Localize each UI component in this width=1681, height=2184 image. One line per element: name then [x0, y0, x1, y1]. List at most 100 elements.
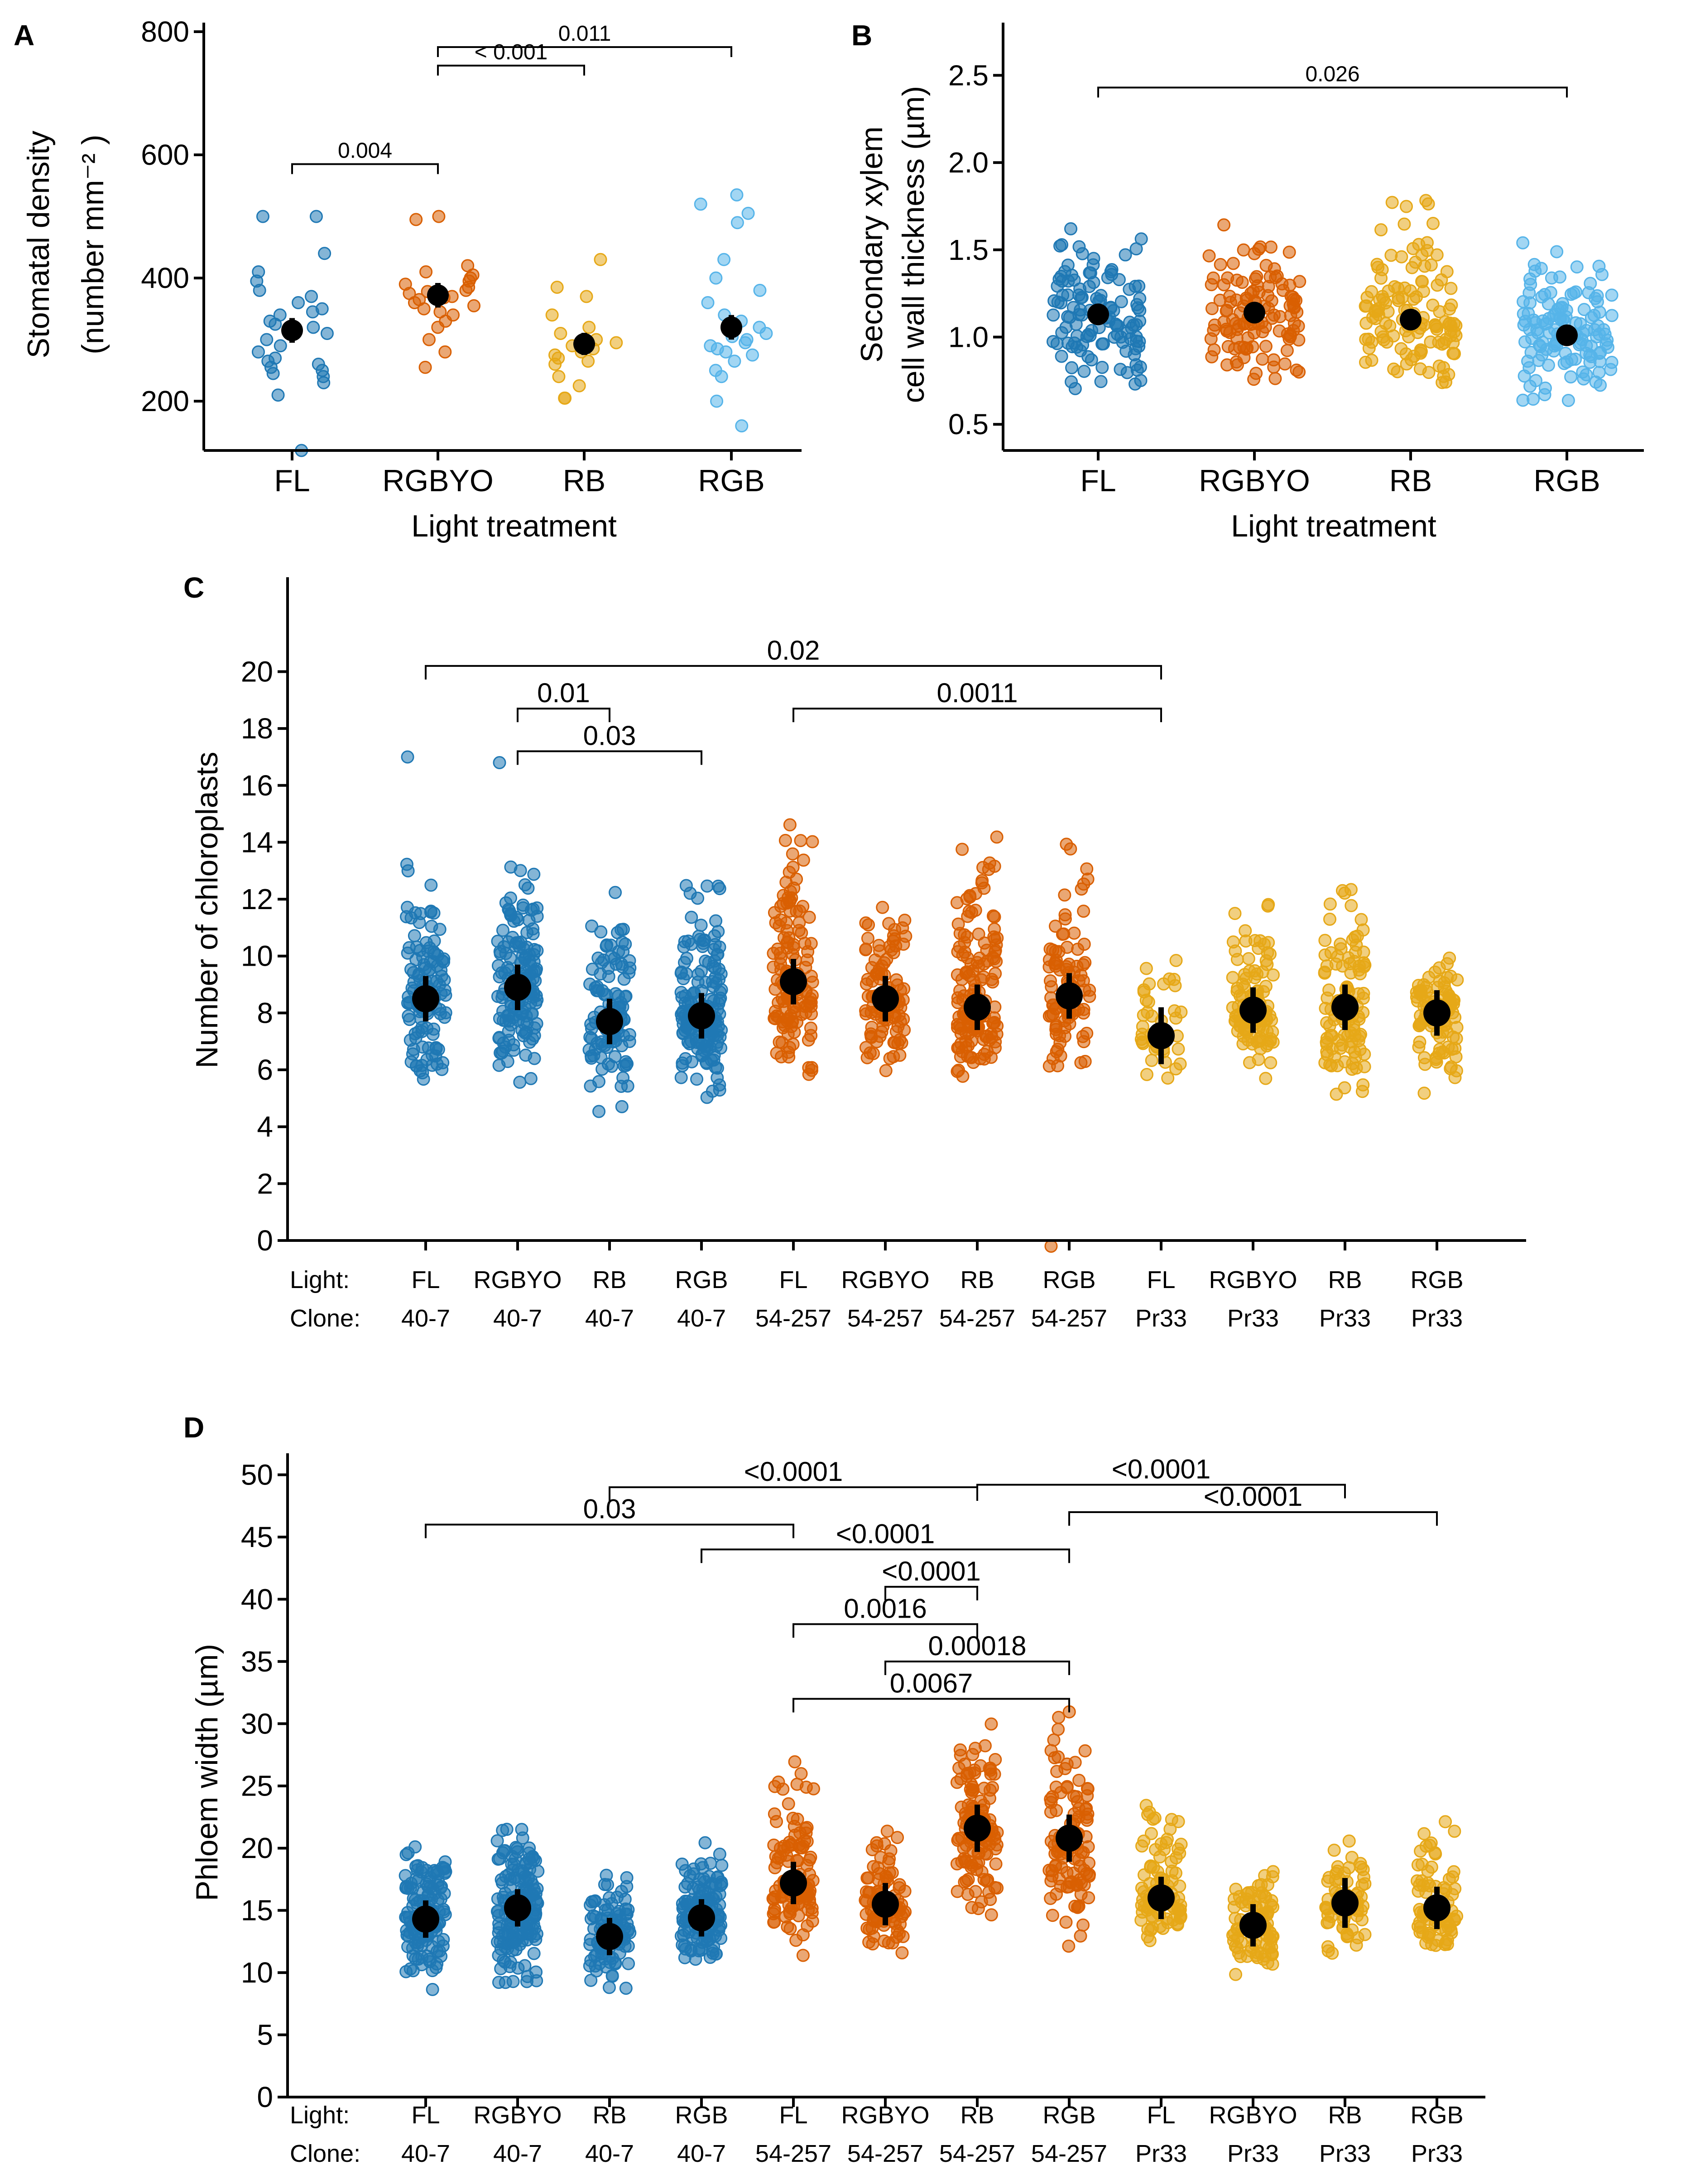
data-point — [1252, 1035, 1265, 1048]
data-point — [956, 843, 969, 856]
data-point — [956, 1069, 970, 1083]
data-point — [778, 833, 792, 847]
data-point — [1439, 375, 1452, 389]
y-tick-label: 400 — [141, 262, 189, 294]
data-point — [787, 881, 801, 895]
mean-marker — [872, 985, 899, 1012]
data-point — [1048, 1847, 1062, 1861]
data-point — [1260, 1025, 1274, 1038]
data-point — [1205, 278, 1218, 292]
data-point — [1055, 350, 1068, 363]
data-point — [1567, 287, 1580, 300]
x-tick-label-clone: 54-257 — [1031, 1305, 1107, 1332]
data-point — [491, 934, 504, 948]
data-point — [1070, 1790, 1083, 1804]
y-tick-label: 12 — [241, 883, 273, 915]
data-point — [859, 1004, 873, 1018]
data-point — [694, 919, 708, 932]
data-point — [1516, 393, 1530, 407]
data-point — [1529, 316, 1542, 330]
data-point — [715, 370, 728, 383]
data-point — [422, 333, 436, 346]
significance-bracket — [517, 750, 702, 765]
data-point — [521, 1970, 534, 1983]
data-point — [1220, 322, 1233, 336]
data-point — [1230, 273, 1244, 287]
significance-label: 0.0011 — [937, 678, 1018, 708]
data-point — [545, 308, 559, 322]
data-point — [772, 1775, 785, 1789]
data-point — [1360, 291, 1374, 304]
data-point — [950, 1857, 964, 1871]
y-tick-label: 10 — [241, 940, 273, 972]
data-point — [788, 1755, 802, 1769]
data-point-outlier — [493, 756, 506, 770]
data-point — [1358, 1060, 1371, 1073]
x-tick-label-clone: Pr33 — [1411, 1305, 1463, 1332]
data-point — [415, 1020, 429, 1034]
data-point — [1321, 1940, 1335, 1954]
data-point — [1252, 1879, 1265, 1892]
data-point — [1399, 200, 1413, 213]
data-point — [1564, 370, 1578, 383]
mean-marker — [1239, 996, 1267, 1024]
data-point — [739, 336, 752, 350]
data-point — [1049, 920, 1062, 933]
data-point — [783, 1835, 796, 1849]
data-point — [572, 379, 586, 393]
y-tick-label: 20 — [241, 655, 273, 688]
data-point — [1167, 1913, 1180, 1927]
data-point — [434, 1881, 447, 1895]
data-point — [433, 978, 447, 992]
significance-label: <0.0001 — [882, 1556, 981, 1586]
data-point — [1278, 357, 1292, 371]
data-point — [1044, 1892, 1057, 1905]
significance-bracket — [437, 46, 732, 57]
y-tick-label: 10 — [241, 1956, 273, 1989]
x-tick-label-light: RGB — [675, 2102, 728, 2129]
data-point — [511, 1961, 525, 1975]
x-tick-label: RGB — [698, 464, 764, 498]
mean-marker — [964, 1815, 991, 1842]
data-point — [794, 834, 807, 848]
data-point — [961, 930, 974, 944]
data-point — [895, 1946, 909, 1959]
data-point — [504, 1881, 517, 1894]
data-point — [1047, 308, 1060, 322]
data-point — [1171, 1842, 1185, 1856]
data-point — [1424, 1836, 1438, 1850]
data-point — [494, 947, 507, 960]
data-point — [1169, 954, 1183, 967]
y-tick-label: 8 — [257, 996, 273, 1029]
panel-b-letter: B — [851, 19, 872, 52]
panel-d: D 0 5 10 15 20 25 30 35 40 45 50 FL 40-7 RGBYO 40-7 RB 4… — [183, 1411, 1485, 2167]
data-point — [622, 1957, 635, 1970]
y-tick-label: 50 — [241, 1458, 273, 1491]
panel-a-xlabel: Light treatment — [411, 509, 617, 543]
mean-marker — [412, 985, 439, 1012]
data-point — [713, 1847, 726, 1861]
panel-b-xlabel: Light treatment — [1231, 509, 1436, 543]
data-point — [1261, 289, 1275, 302]
mean-marker — [1423, 1894, 1450, 1922]
data-point — [1322, 983, 1336, 997]
data-point — [1161, 1071, 1175, 1085]
data-point — [786, 847, 799, 861]
mean-marker — [573, 333, 595, 355]
panel-b-ylabel-line2: cell wall thickness (µm) — [896, 86, 931, 403]
x-tick-label-clone: 40-7 — [677, 1305, 726, 1332]
panel-c-axes: 0 2 4 6 8 10 12 14 16 18 20 FL 40-7 RGBYO 40-7 RB 40-7 RG… — [241, 577, 1526, 1332]
data-point — [1375, 263, 1389, 277]
data-point — [266, 367, 280, 380]
data-point — [1052, 1723, 1065, 1736]
data-point — [1357, 945, 1370, 959]
data-point — [1359, 333, 1373, 346]
data-point — [499, 1976, 512, 1989]
data-point — [891, 1924, 904, 1937]
data-point — [401, 900, 414, 914]
data-point — [1266, 1930, 1280, 1943]
data-point — [1129, 242, 1143, 256]
y-tick-label: 1.0 — [948, 321, 989, 353]
data-point — [1415, 1874, 1429, 1887]
data-point — [438, 1011, 451, 1024]
